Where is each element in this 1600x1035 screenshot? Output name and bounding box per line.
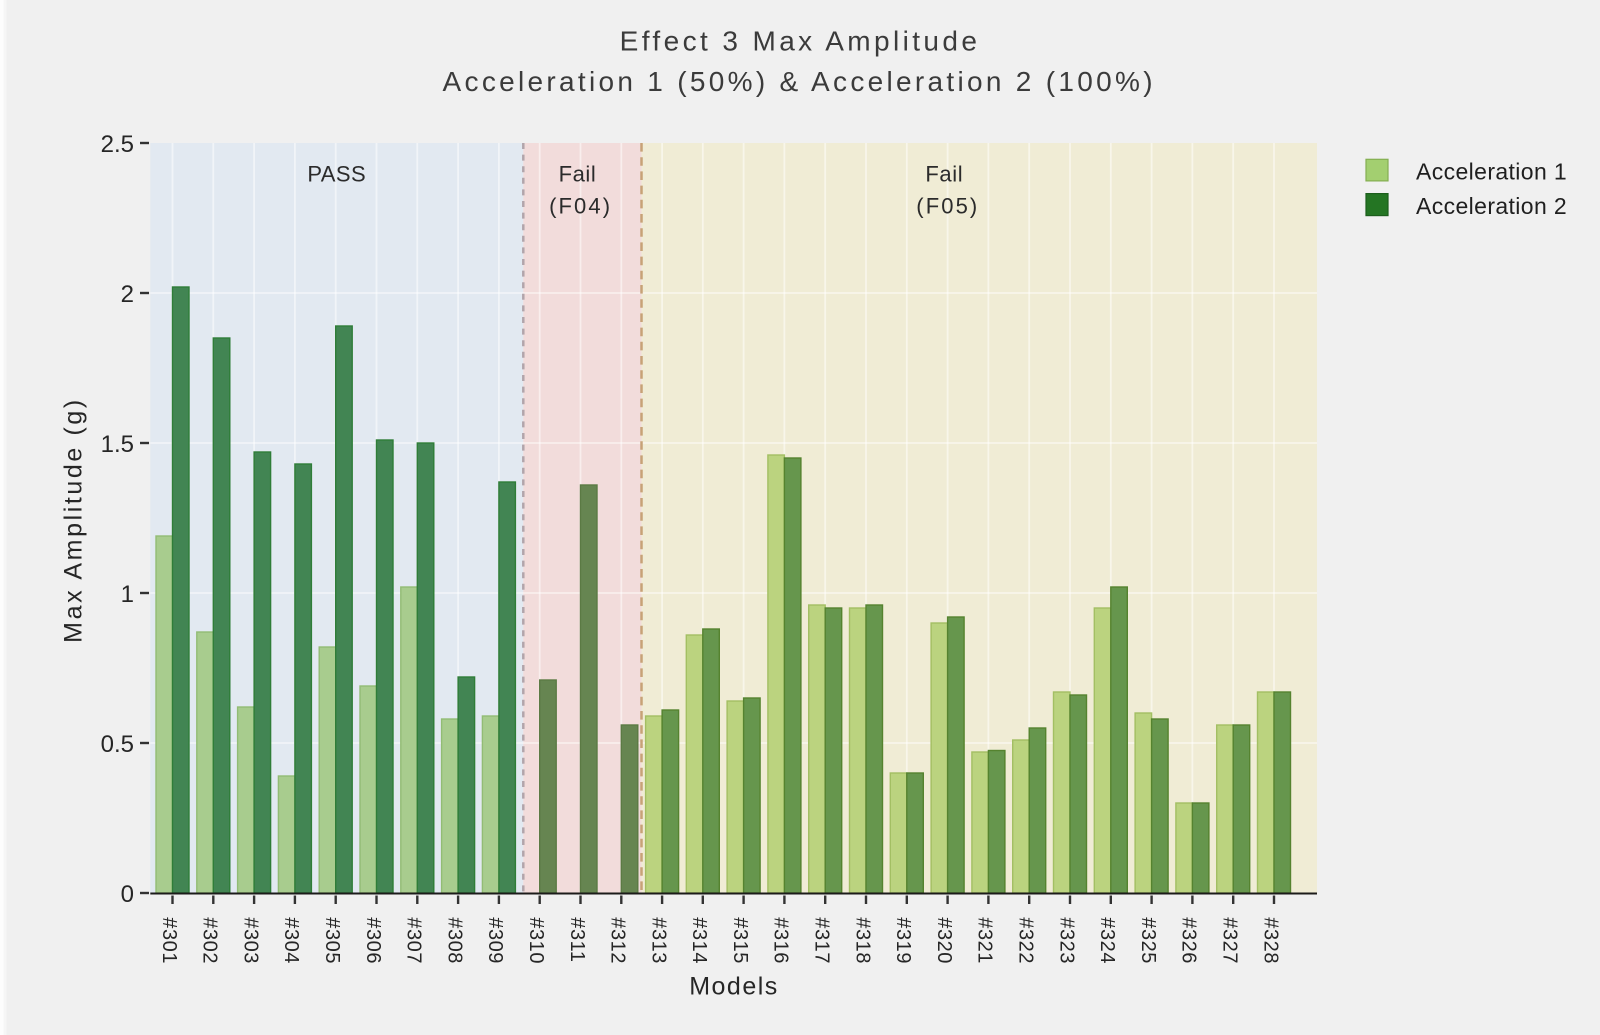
svg-text:1: 1 — [121, 581, 134, 608]
svg-text:(F04): (F04) — [549, 194, 612, 219]
svg-text:#324: #324 — [1096, 917, 1118, 964]
svg-text:#306: #306 — [362, 917, 384, 964]
svg-text:Fail: Fail — [559, 161, 597, 186]
svg-text:#301: #301 — [158, 917, 180, 964]
svg-text:1.5: 1.5 — [101, 431, 134, 458]
svg-text:#307: #307 — [403, 917, 425, 964]
svg-text:#309: #309 — [484, 917, 506, 964]
svg-text:#313: #313 — [647, 917, 669, 964]
svg-text:Fail: Fail — [925, 161, 963, 186]
svg-text:#318: #318 — [851, 917, 873, 964]
svg-text:#310: #310 — [525, 917, 547, 964]
svg-text:#320: #320 — [933, 917, 955, 964]
svg-text:2: 2 — [121, 281, 134, 308]
svg-text:#308: #308 — [443, 917, 465, 964]
svg-text:Models: Models — [689, 973, 779, 1001]
svg-text:2.5: 2.5 — [101, 131, 134, 158]
svg-text:#303: #303 — [239, 917, 261, 964]
svg-text:#314: #314 — [688, 917, 710, 964]
svg-text:#319: #319 — [892, 917, 914, 964]
svg-text:#317: #317 — [811, 917, 833, 964]
svg-text:#325: #325 — [1137, 917, 1159, 964]
svg-text:#312: #312 — [607, 917, 629, 964]
svg-text:#302: #302 — [199, 917, 221, 964]
svg-text:Acceleration 1 (50%) & Acceler: Acceleration 1 (50%) & Acceleration 2 (1… — [443, 66, 1156, 97]
svg-text:#322: #322 — [1015, 917, 1037, 964]
svg-text:0.5: 0.5 — [101, 731, 134, 758]
svg-text:Acceleration 1: Acceleration 1 — [1416, 159, 1567, 185]
svg-text:#327: #327 — [1219, 917, 1241, 964]
svg-text:#316: #316 — [770, 917, 792, 964]
svg-text:Max Amplitude (g): Max Amplitude (g) — [60, 397, 88, 643]
svg-text:#304: #304 — [280, 917, 302, 964]
svg-text:#305: #305 — [321, 917, 343, 964]
svg-text:Acceleration 2: Acceleration 2 — [1416, 193, 1567, 219]
svg-text:#315: #315 — [729, 917, 751, 964]
svg-text:#326: #326 — [1178, 917, 1200, 964]
svg-text:(F05): (F05) — [916, 194, 979, 219]
svg-text:PASS: PASS — [307, 161, 366, 186]
svg-text:#321: #321 — [974, 917, 996, 964]
svg-text:0: 0 — [121, 881, 134, 908]
svg-text:#328: #328 — [1259, 917, 1281, 964]
svg-text:#323: #323 — [1055, 917, 1077, 964]
svg-text:Effect 3 Max Amplitude: Effect 3 Max Amplitude — [620, 26, 981, 57]
svg-text:#311: #311 — [566, 917, 588, 962]
